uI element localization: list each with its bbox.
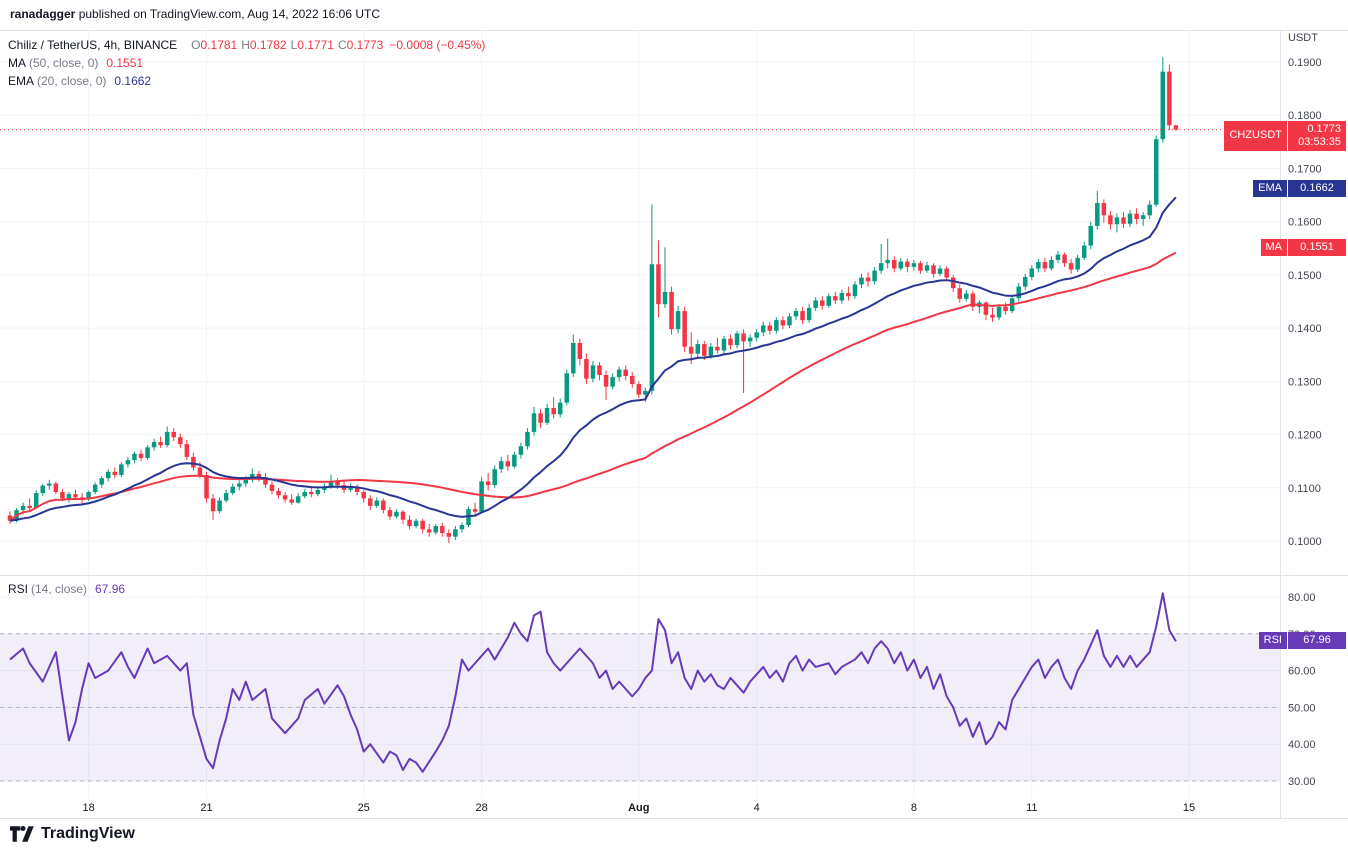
- ma-price-label-name: MA: [1260, 238, 1287, 256]
- attribution-text: published on TradingView.com, Aug 14, 20…: [75, 7, 381, 21]
- ema-price-label-value: 0.1662: [1288, 179, 1346, 197]
- symbol-legend-row[interactable]: Chiliz / TetherUS, 4h, BINANCE O0.1781 H0.…: [8, 36, 485, 54]
- ma50-line[interactable]: [9, 251, 1177, 522]
- price-tick-label: 0.1400: [1288, 323, 1322, 335]
- ma-price-label: MA 0.1551: [1260, 238, 1346, 256]
- price-tick-label: 0.1800: [1288, 110, 1322, 122]
- time-tick-label: 8: [911, 802, 917, 814]
- price-tick-label: 0.1000: [1288, 536, 1322, 548]
- rsi-value-label: RSI 67.96: [1258, 632, 1346, 650]
- ma-legend-row[interactable]: MA (50, close, 0) 0.1551: [8, 54, 485, 72]
- rsi-legend-row[interactable]: RSI (14, close) 67.96: [8, 580, 125, 598]
- ema-price-label-name: EMA: [1253, 179, 1287, 197]
- ema-price-label: EMA 0.1662: [1253, 179, 1346, 197]
- symbol-title: Chiliz / TetherUS, 4h, BINANCE: [8, 38, 178, 52]
- price-tick-label: 0.1200: [1288, 430, 1322, 442]
- ma-indicator-name: MA: [8, 56, 26, 70]
- rsi-tick-label: 40.00: [1288, 739, 1316, 751]
- price-tick-label: 0.1900: [1288, 57, 1322, 69]
- price-tick-label: 0.1700: [1288, 163, 1322, 175]
- footer-bar: TradingView: [10, 824, 135, 844]
- ma-price-label-value: 0.1551: [1288, 238, 1346, 256]
- candle-countdown: 03:53:35: [1298, 135, 1341, 148]
- rsi-band: [0, 633, 1280, 782]
- price-tick-label: 0.1500: [1288, 270, 1322, 282]
- symbol-price-label-name: CHZUSDT: [1224, 120, 1287, 151]
- symbol-price-label-value: 0.1773: [1307, 122, 1341, 135]
- rsi-value-label-value: 67.96: [1288, 632, 1346, 650]
- rsi-value-label-name: RSI: [1258, 632, 1287, 650]
- low-label: L: [290, 38, 298, 52]
- attribution-bar: ranadagger published on TradingView.com,…: [10, 7, 380, 21]
- rsi-tick-label: 60.00: [1288, 666, 1316, 678]
- high-value: 0.1782: [249, 38, 287, 52]
- tradingview-logo-icon[interactable]: [10, 824, 34, 844]
- symbol-price-label-value-box: 0.1773 03:53:35: [1288, 120, 1346, 151]
- ma-indicator-params: (50, close, 0): [29, 56, 99, 70]
- time-tick-label: 15: [1183, 802, 1195, 814]
- time-tick-label: 25: [358, 802, 370, 814]
- ema20-line[interactable]: [9, 196, 1177, 522]
- time-tick-label: 11: [1026, 802, 1037, 814]
- ema-legend-row[interactable]: EMA (20, close, 0) 0.1662: [8, 72, 485, 90]
- axes[interactable]: 0.1900 0.1800 0.1700 0.1600 0.1500 0.1400 0.13…: [0, 30, 1348, 819]
- main-legend: Chiliz / TetherUS, 4h, BINANCE O0.1781 H0.…: [8, 36, 485, 90]
- price-tick-label: 0.1600: [1288, 217, 1322, 229]
- rsi-tick-label: 50.00: [1288, 702, 1316, 714]
- change-value: −0.0008 (−0.45%): [389, 38, 486, 52]
- ema-indicator-params: (20, close, 0): [37, 74, 107, 88]
- ma-indicator-value: 0.1551: [106, 56, 144, 70]
- rsi-tick-label: 80.00: [1288, 592, 1316, 604]
- open-label: O: [191, 38, 201, 52]
- time-tick-label: 28: [475, 802, 487, 814]
- close-value: 0.1773: [346, 38, 384, 52]
- ema-indicator-value: 0.1662: [114, 74, 152, 88]
- low-value: 0.1771: [297, 38, 334, 52]
- time-tick-label: 4: [754, 802, 760, 814]
- price-axis-unit: USDT: [1288, 32, 1318, 44]
- rsi-indicator-params: (14, close): [31, 582, 88, 596]
- close-label: C: [337, 38, 347, 52]
- time-tick-label: Aug: [628, 802, 649, 814]
- indicator-lines: [0, 129, 1280, 773]
- author-name: ranadagger: [10, 7, 76, 21]
- rsi-tick-label: 30.00: [1288, 776, 1316, 788]
- time-tick-label: 21: [200, 802, 212, 814]
- tradingview-brand-text[interactable]: TradingView: [41, 825, 135, 842]
- candlestick-series[interactable]: [7, 57, 1179, 544]
- time-tick-label: 18: [82, 802, 94, 814]
- price-tick-label: 0.1100: [1288, 483, 1321, 495]
- ema-indicator-name: EMA: [8, 74, 35, 88]
- symbol-price-label: CHZUSDT 0.1773 03:53:35: [1224, 120, 1346, 151]
- high-label: H: [241, 38, 250, 52]
- rsi-indicator-value: 67.96: [95, 582, 126, 596]
- rsi-line[interactable]: [9, 592, 1177, 773]
- rsi-indicator-name: RSI: [8, 582, 29, 596]
- open-value: 0.1781: [200, 38, 238, 52]
- price-tick-label: 0.1300: [1288, 376, 1322, 388]
